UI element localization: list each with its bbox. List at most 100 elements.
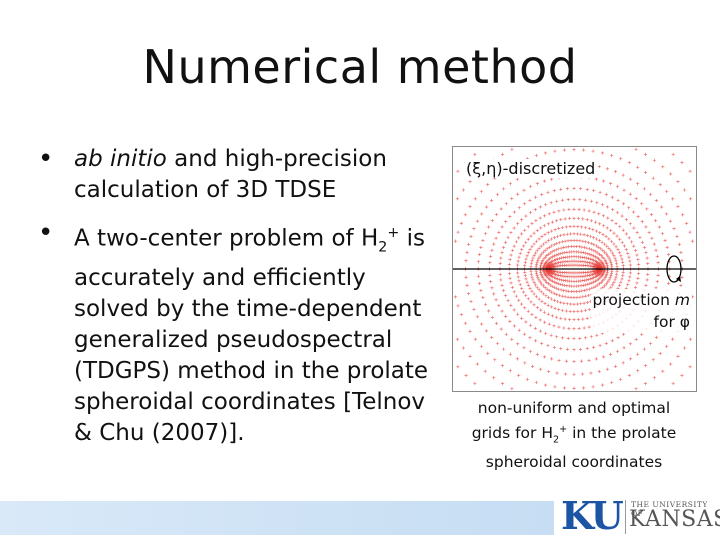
grid-point [601, 214, 605, 218]
grid-point [620, 240, 624, 245]
grid-point [587, 325, 591, 329]
grid-point [464, 259, 468, 263]
grid-point [514, 240, 518, 244]
grid-point [619, 280, 623, 284]
grid-point [483, 232, 488, 236]
grid-point [572, 232, 576, 236]
bullet-text: and high-precision calculation of 3D TDS… [74, 146, 387, 203]
grid-point [588, 234, 593, 239]
grid-point [551, 275, 555, 279]
grid-point [586, 274, 590, 278]
grid-point [612, 231, 616, 235]
grid-point [602, 277, 606, 281]
grid-point [561, 256, 565, 260]
grid-point [603, 276, 607, 280]
grid-point [660, 232, 665, 236]
grid-point [502, 245, 506, 250]
grid-point [542, 310, 547, 314]
grid-point [554, 248, 558, 252]
grid-point [597, 245, 601, 249]
grid-point [584, 294, 588, 298]
grid-point [550, 177, 554, 181]
grid-point [560, 336, 565, 340]
grid-point [557, 325, 561, 329]
grid-point [586, 256, 591, 261]
grid-point [583, 256, 587, 260]
grid-point [515, 177, 520, 181]
grid-point [562, 233, 566, 237]
grid-point [669, 172, 673, 176]
grid-point [556, 257, 560, 261]
grid-point [661, 369, 665, 373]
grid-point [543, 214, 547, 218]
grid-point [550, 284, 554, 288]
grid-point [594, 177, 598, 181]
grid-point [658, 351, 662, 355]
grid-point [585, 256, 589, 260]
grid-point [558, 274, 562, 278]
grid-point [615, 261, 619, 266]
grid-point [628, 177, 633, 181]
grid-point [456, 304, 460, 308]
grid-point [619, 157, 623, 161]
grid-point [545, 280, 549, 284]
grid-point [523, 270, 527, 274]
grid-point [515, 357, 520, 361]
grid-point [594, 220, 598, 224]
grid-point [609, 228, 613, 233]
grid-point [553, 149, 557, 153]
grid-point [601, 232, 605, 237]
grid-point [487, 225, 491, 229]
grid-point [588, 257, 592, 261]
grid-point [594, 284, 598, 288]
grid-point [528, 323, 533, 327]
grid-point [550, 279, 555, 283]
grid-point [569, 238, 573, 243]
grid-point [552, 254, 556, 258]
grid-point [584, 274, 588, 278]
grid-point [628, 259, 632, 263]
grid-point [671, 197, 675, 201]
grid-point [538, 329, 542, 333]
grid-point [536, 258, 540, 262]
grid-point [520, 218, 524, 222]
footer-bar [0, 501, 554, 535]
logo-mark: KU [561, 493, 624, 538]
grid-point [552, 249, 556, 253]
subscript: 2 [378, 239, 388, 256]
grid-point [500, 283, 504, 287]
grid-point [636, 258, 640, 262]
grid-point [660, 205, 664, 209]
grid-point [587, 358, 591, 362]
grid-point [605, 244, 609, 248]
for-phi-text: for φ [653, 313, 690, 331]
grid-point [616, 248, 620, 252]
grid-point [586, 293, 591, 297]
grid-point [582, 326, 586, 330]
grid-point [592, 276, 596, 280]
grid-point [676, 354, 680, 358]
grid-point [488, 261, 492, 265]
grid-point [589, 219, 594, 223]
grid-point [559, 346, 563, 351]
grid-point [558, 260, 562, 264]
grid-point [651, 358, 655, 362]
grid-point [604, 192, 608, 197]
grid-point [535, 352, 539, 357]
grid-point [595, 201, 599, 205]
grid-point [642, 347, 646, 351]
grid-point [475, 315, 480, 319]
grid-point [500, 309, 504, 313]
grid-point [537, 278, 541, 282]
grid-point [683, 188, 687, 192]
grid-point [575, 295, 579, 300]
grid-point [525, 377, 529, 381]
grid-point [633, 285, 638, 290]
grid-point [572, 386, 576, 390]
grid-point [613, 364, 618, 368]
grid-point [554, 276, 558, 280]
grid-point [688, 169, 692, 173]
grid-point [649, 213, 654, 217]
grid-point [603, 284, 607, 288]
grid-point [535, 260, 539, 264]
